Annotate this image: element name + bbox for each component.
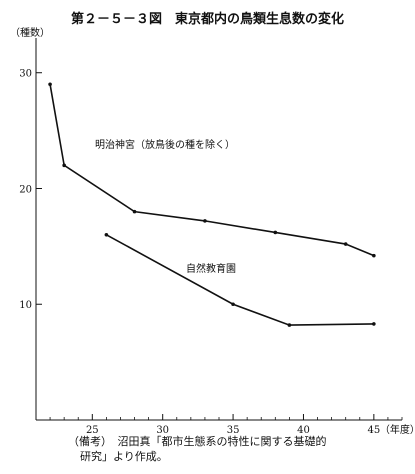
series-1-point [372,253,376,258]
series-label-2: 自然教育園 [186,262,236,275]
x-tick-label: 25 [86,425,99,436]
chart-note: （備考） 沼田真「都市生態系の特性に関する基礎的 研究」より作成。 [68,434,398,464]
y-tick-label: 20 [19,184,32,195]
series-label-1: 明治神宮（放鳥後の種を除く） [95,138,235,151]
note-line-1: （備考） 沼田真「都市生態系の特性に関する基礎的 [68,435,327,448]
series-2-point [104,232,109,237]
series-1-point [132,209,137,214]
series-1-point [343,242,348,246]
y-axis-label: （種数） [10,26,50,39]
y-tick-label: 30 [19,69,32,80]
chart-title: 第２－５－３図 東京都内の鳥類生息数の変化 [70,12,344,27]
note-line-2: 研究」より作成。 [80,450,168,463]
series-1-point [273,230,278,235]
series-1-point [62,163,66,168]
y-tick-label: 10 [19,300,32,311]
x-tick-label: 35 [227,425,240,436]
x-tick-label: 30 [156,425,169,436]
series-line-2 [106,234,374,326]
series-1-point [203,219,207,223]
series-1-point [48,82,52,87]
x-tick-label: 45 [367,425,380,436]
series-line-1 [49,84,375,257]
series-2-point [287,323,292,327]
x-axis-label: （年度） [380,423,415,436]
series-2-point [231,302,235,307]
series-2-point [372,322,376,326]
x-tick-label: 40 [297,425,310,436]
